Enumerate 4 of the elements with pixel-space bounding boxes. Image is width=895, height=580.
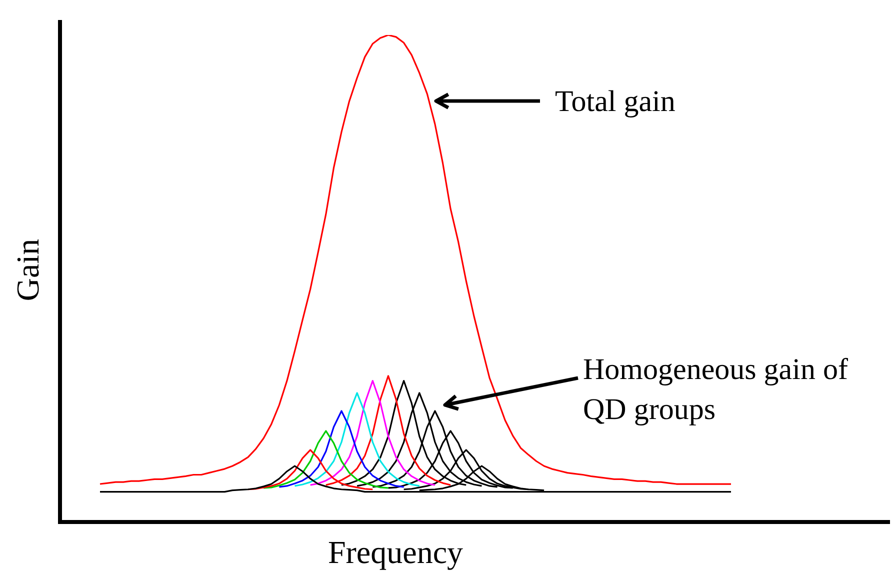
annotation: Homogeneous gain of QD groups xyxy=(583,352,849,428)
y-axis-title: Gain xyxy=(10,238,46,302)
annotation: Total gain xyxy=(555,84,676,120)
x-axis-title: Frequency xyxy=(326,534,464,571)
